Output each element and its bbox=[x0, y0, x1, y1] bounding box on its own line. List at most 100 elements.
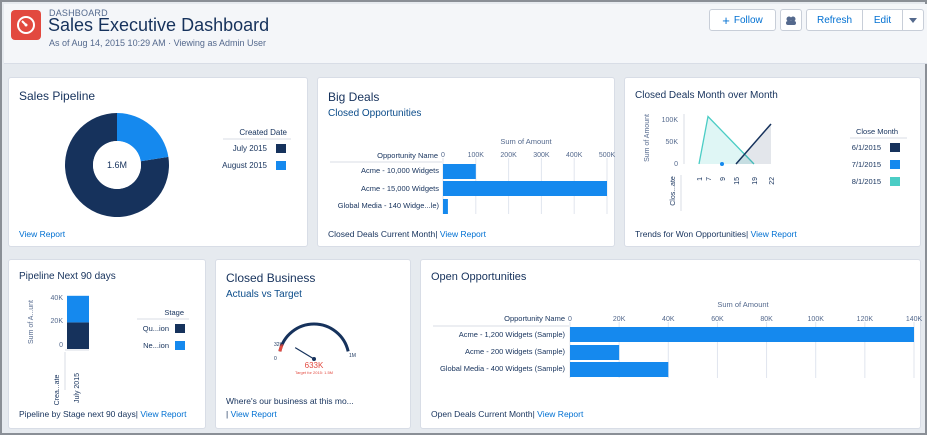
legend-swatch-8-1 bbox=[890, 177, 900, 186]
donut-slice-august bbox=[117, 113, 169, 162]
x-tick: 0 bbox=[441, 152, 445, 159]
row-label: Global Media - 400 Widgets (Sample) bbox=[440, 364, 566, 373]
gauge-target: Target for 2015: 1.5M bbox=[295, 370, 333, 375]
x-tick: 1 bbox=[697, 177, 704, 181]
more-actions-button[interactable] bbox=[902, 9, 924, 31]
legend-title: Close Month bbox=[856, 127, 898, 136]
edit-button[interactable]: Edit bbox=[862, 9, 903, 31]
legend-swatch-6-1 bbox=[890, 143, 900, 152]
legend-label: 8/1/2015 bbox=[852, 177, 881, 186]
x-tick: 7 bbox=[706, 177, 713, 181]
point-7-1 bbox=[720, 162, 724, 166]
legend-swatch-july bbox=[276, 144, 286, 153]
follow-button[interactable]: + Follow bbox=[709, 9, 776, 31]
gauge-track bbox=[278, 322, 350, 352]
closed-business-card: Closed Business Actuals vs Target 0 32K … bbox=[215, 259, 411, 429]
legend-title: Stage bbox=[164, 308, 184, 317]
legend-label: Ne...ion bbox=[143, 341, 169, 350]
y-tick: 0 bbox=[674, 161, 678, 168]
x-tick: 20K bbox=[613, 316, 626, 323]
bar bbox=[443, 164, 476, 179]
subscribe-button[interactable] bbox=[780, 9, 802, 31]
x-tick: 60K bbox=[711, 316, 724, 323]
y-tick: 50K bbox=[666, 139, 679, 146]
closed-business-title: Closed Business bbox=[226, 271, 316, 285]
view-report-link[interactable]: View Report bbox=[230, 409, 277, 419]
dashboard-icon bbox=[11, 10, 41, 40]
view-report-link[interactable]: View Report bbox=[750, 229, 797, 239]
row-label: Acme - 15,000 Widgets bbox=[361, 184, 439, 193]
line-6-1 bbox=[735, 123, 772, 165]
sales-pipeline-chart: 1.6M Created Date July 2015 August 2015 bbox=[65, 113, 291, 217]
stack-segment bbox=[67, 295, 89, 323]
row-label: Acme - 1,200 Widgets (Sample) bbox=[459, 330, 566, 339]
y-tick: 40K bbox=[51, 295, 64, 302]
view-report-link[interactable]: View Report bbox=[439, 229, 486, 239]
bar bbox=[443, 199, 448, 214]
x-tick: 300K bbox=[533, 152, 550, 159]
gauge-tick: 1M bbox=[349, 353, 356, 359]
view-report-link[interactable]: View Report bbox=[19, 229, 66, 239]
x-tick: July 2015 bbox=[74, 373, 81, 403]
x-tick: 400K bbox=[566, 152, 583, 159]
legend-swatch-ne bbox=[175, 341, 185, 350]
refresh-button[interactable]: Refresh bbox=[806, 9, 863, 31]
bar bbox=[570, 345, 620, 360]
closed-mom-footer: Trends for Won Opportunities| View Repor… bbox=[635, 229, 797, 239]
row-label: Global Media - 140 Widge...le) bbox=[338, 201, 440, 210]
legend-title: Created Date bbox=[239, 128, 287, 137]
group-axis-label: Clos...ate bbox=[670, 176, 677, 206]
sales-pipeline-footer: View Report bbox=[19, 229, 65, 239]
legend-swatch-august bbox=[276, 161, 286, 170]
row-header: Opportunity Name bbox=[377, 151, 438, 160]
pipeline-90-footer: Pipeline by Stage next 90 days| View Rep… bbox=[19, 409, 186, 419]
x-tick: 200K bbox=[500, 152, 517, 159]
y-axis-label: Sum of Amount bbox=[644, 114, 651, 162]
y-tick: 0 bbox=[59, 342, 63, 349]
row-header: Opportunity Name bbox=[504, 314, 565, 323]
open-opps-footer: Open Deals Current Month| View Report bbox=[431, 409, 583, 419]
plus-icon: + bbox=[722, 12, 730, 28]
footer-text: Open Deals Current Month| bbox=[431, 409, 535, 419]
legend-label-august: August 2015 bbox=[222, 161, 267, 170]
closed-mom-chart: Sum of Amount Clos...ate 100K 50K 0 1 7 … bbox=[644, 114, 907, 211]
row-label: Acme - 200 Widgets (Sample) bbox=[465, 347, 566, 356]
x-tick: 80K bbox=[760, 316, 773, 323]
x-tick: 140K bbox=[906, 316, 922, 323]
chevron-down-icon bbox=[909, 17, 917, 23]
page-subtitle: As of Aug 14, 2015 10:29 AM · Viewing as… bbox=[49, 38, 266, 48]
bar bbox=[570, 327, 914, 342]
x-tick: 500K bbox=[599, 152, 616, 159]
footer-text: Closed Deals Current Month| bbox=[328, 229, 438, 239]
pipeline-90-card: Pipeline Next 90 days Sum of A...unt 40K… bbox=[8, 259, 206, 429]
y-axis-label: Sum of A...unt bbox=[28, 300, 35, 344]
closed-mom-title: Closed Deals Month over Month bbox=[635, 90, 778, 101]
area-8-1 bbox=[699, 116, 754, 164]
legend-label: Qu...ion bbox=[143, 324, 169, 333]
row-label: Acme - 10,000 Widgets bbox=[361, 166, 439, 175]
big-deals-subtitle: Closed Opportunities bbox=[328, 108, 422, 119]
x-tick: 100K bbox=[468, 152, 485, 159]
view-report-link[interactable]: View Report bbox=[140, 409, 187, 419]
gauge-tick: 32K bbox=[274, 342, 284, 348]
x-group-label: Crea...ate bbox=[54, 375, 61, 406]
bar bbox=[443, 181, 607, 196]
view-report-link[interactable]: View Report bbox=[537, 409, 584, 419]
legend-swatch-7-1 bbox=[890, 160, 900, 169]
x-tick: 0 bbox=[568, 316, 572, 323]
donut-slice-july bbox=[65, 113, 169, 217]
page-title: Sales Executive Dashboard bbox=[48, 15, 270, 35]
sales-pipeline-card: Sales Pipeline 1.6M Created Date July 20… bbox=[8, 77, 308, 247]
pipeline-90-title: Pipeline Next 90 days bbox=[19, 271, 116, 282]
bar bbox=[570, 362, 669, 377]
group-icon bbox=[786, 16, 796, 25]
x-tick: 120K bbox=[857, 316, 874, 323]
closed-business-footer: | View Report bbox=[226, 409, 277, 419]
legend-label: 7/1/2015 bbox=[852, 160, 881, 169]
line-8-1 bbox=[698, 115, 755, 165]
y-tick: 100K bbox=[662, 117, 679, 124]
dashboard-header: DASHBOARD Sales Executive Dashboard As o… bbox=[4, 4, 927, 64]
closed-business-subtitle: Actuals vs Target bbox=[226, 289, 302, 300]
legend-label: 6/1/2015 bbox=[852, 143, 881, 152]
